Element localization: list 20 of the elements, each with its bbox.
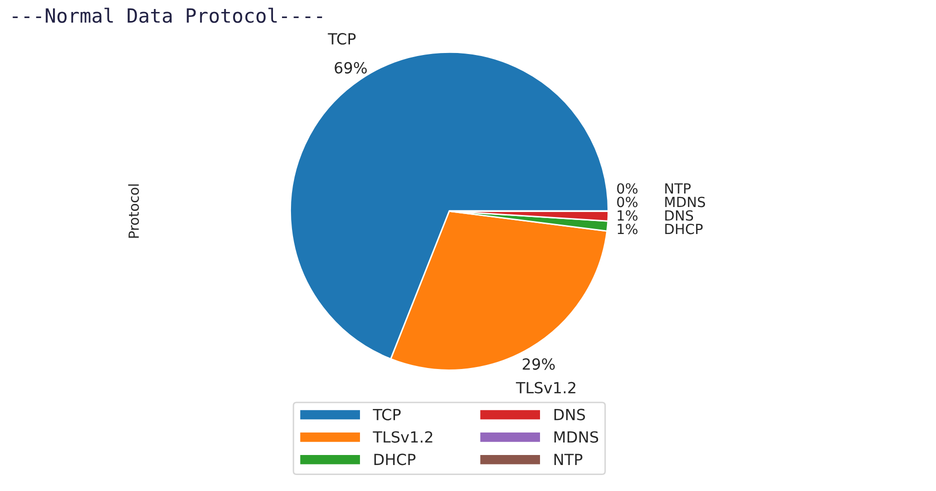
legend-label: TCP — [372, 408, 401, 420]
category-label: MDNS — [665, 196, 706, 208]
slice-label: TCP — [328, 33, 356, 45]
text: Protocol — [128, 184, 139, 238]
category-label: DNS — [665, 210, 694, 221]
data-label: 69% — [334, 62, 367, 74]
text: 0% — [617, 183, 638, 194]
category-label: DHCP — [665, 224, 703, 234]
text: 0% — [617, 196, 638, 208]
slice-label: TLSv1.2 — [516, 382, 576, 394]
chart-title: ---Normal Data Protocol---- — [12, 8, 322, 23]
legend-label: DNS — [554, 408, 585, 420]
legend-label: MDNS — [554, 431, 598, 443]
category-label: NTP — [665, 183, 691, 194]
data-label: 29% — [522, 358, 555, 370]
legend-label: NTP — [554, 454, 582, 465]
legend-label: DHCP — [374, 454, 416, 466]
data-label: 1% — [618, 210, 638, 221]
legend-label: TLSv1.2 — [372, 431, 432, 443]
data-label: 1% — [618, 224, 638, 234]
